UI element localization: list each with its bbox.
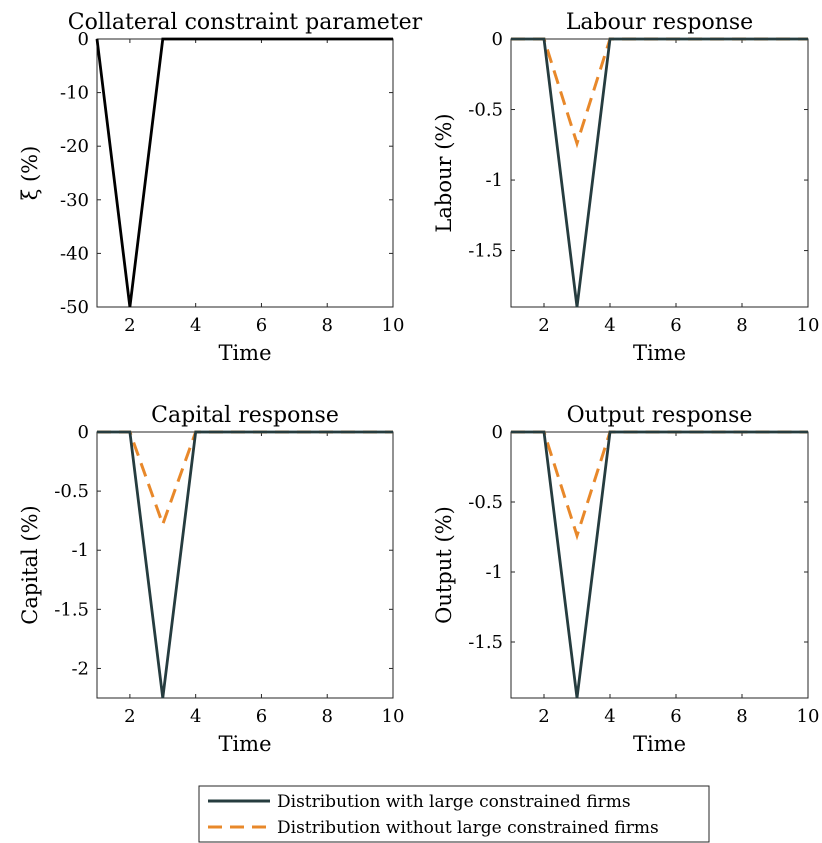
y-tick-label: -0.5 — [468, 100, 503, 121]
y-tick-label: -1.5 — [468, 632, 503, 653]
y-tick-label: -1 — [485, 562, 503, 583]
y-tick-label: 0 — [492, 422, 503, 443]
legend-box — [198, 785, 710, 843]
x-axis-label: Time — [218, 732, 271, 756]
series-line-with-large-firms — [511, 430, 808, 699]
y-axis-label: ξ (%) — [18, 146, 42, 201]
y-tick-label: -40 — [60, 243, 89, 264]
y-tick-label: -30 — [60, 190, 89, 211]
y-tick-label: 0 — [492, 29, 503, 50]
subplot-title: Capital response — [151, 403, 339, 428]
x-tick-label: 4 — [604, 706, 615, 727]
x-tick-label: 2 — [124, 706, 135, 727]
subplot-4: 2 4 6 8 10 0 -0.5 -1 -1.5 Output response Time Outp… — [432, 403, 819, 756]
x-tick-label: 6 — [256, 315, 267, 336]
y-tick-label: -0.5 — [54, 481, 89, 502]
series-line-xi — [95, 37, 393, 308]
y-tick-label: -1 — [71, 540, 89, 561]
subplot-title: Labour response — [566, 10, 753, 35]
y-axis-label: Output (%) — [432, 506, 456, 624]
y-tick-label: -1.5 — [54, 599, 89, 620]
x-axis-label: Time — [633, 732, 686, 756]
x-tick-label: 2 — [538, 315, 549, 336]
y-tick-label: -2 — [71, 658, 89, 679]
y-tick-label: -1.5 — [468, 241, 503, 262]
legend-label: Distribution without large constrained f… — [277, 818, 659, 838]
series-line-with-large-firms — [97, 430, 393, 699]
x-tick-label: 4 — [604, 315, 615, 336]
x-tick-label: 6 — [256, 706, 267, 727]
axes-box — [96, 38, 394, 308]
subplot-2: 2 4 6 8 10 0 -0.5 -1 -1.5 Labour response Time Labo… — [432, 10, 819, 365]
legend: Distribution with large constrained firm… — [198, 785, 710, 843]
x-tick-label: 8 — [736, 706, 747, 727]
x-tick-label: 4 — [190, 706, 201, 727]
subplot-title: Output response — [567, 403, 753, 428]
legend-label: Distribution with large constrained firm… — [277, 792, 631, 812]
y-tick-label: 0 — [78, 422, 89, 443]
x-tick-label: 4 — [190, 315, 201, 336]
y-axis-label: Labour (%) — [432, 113, 456, 232]
x-tick-label: 10 — [797, 706, 820, 727]
x-tick-label: 10 — [382, 315, 405, 336]
y-tick-label: -20 — [60, 136, 89, 157]
y-axis-label: Capital (%) — [18, 505, 42, 624]
subplot-1: 2 4 6 8 10 0 -10 -20 -30 -40 -50 Collateral constra… — [18, 10, 423, 365]
y-tick-label: -0.5 — [468, 492, 503, 513]
x-tick-label: 6 — [670, 706, 681, 727]
x-axis-label: Time — [633, 341, 686, 365]
subplot-title: Collateral constraint parameter — [68, 10, 423, 35]
x-axis-label: Time — [218, 341, 271, 365]
x-tick-label: 8 — [736, 315, 747, 336]
x-tick-label: 10 — [797, 315, 820, 336]
x-tick-label: 6 — [670, 315, 681, 336]
series-line-with-large-firms — [511, 37, 808, 308]
y-tick-label: -10 — [60, 83, 89, 104]
x-tick-label: 2 — [124, 315, 135, 336]
x-tick-label: 8 — [321, 315, 332, 336]
y-tick-label: -1 — [485, 170, 503, 191]
y-tick-label: 0 — [78, 29, 89, 50]
x-tick-label: 8 — [321, 706, 332, 727]
axes-box — [96, 431, 394, 699]
x-tick-label: 10 — [382, 706, 405, 727]
subplot-3: 2 4 6 8 10 0 -0.5 -1 -1.5 -2 Capital response Time C… — [18, 403, 404, 756]
x-tick-label: 2 — [538, 706, 549, 727]
y-tick-label: -50 — [60, 297, 89, 318]
